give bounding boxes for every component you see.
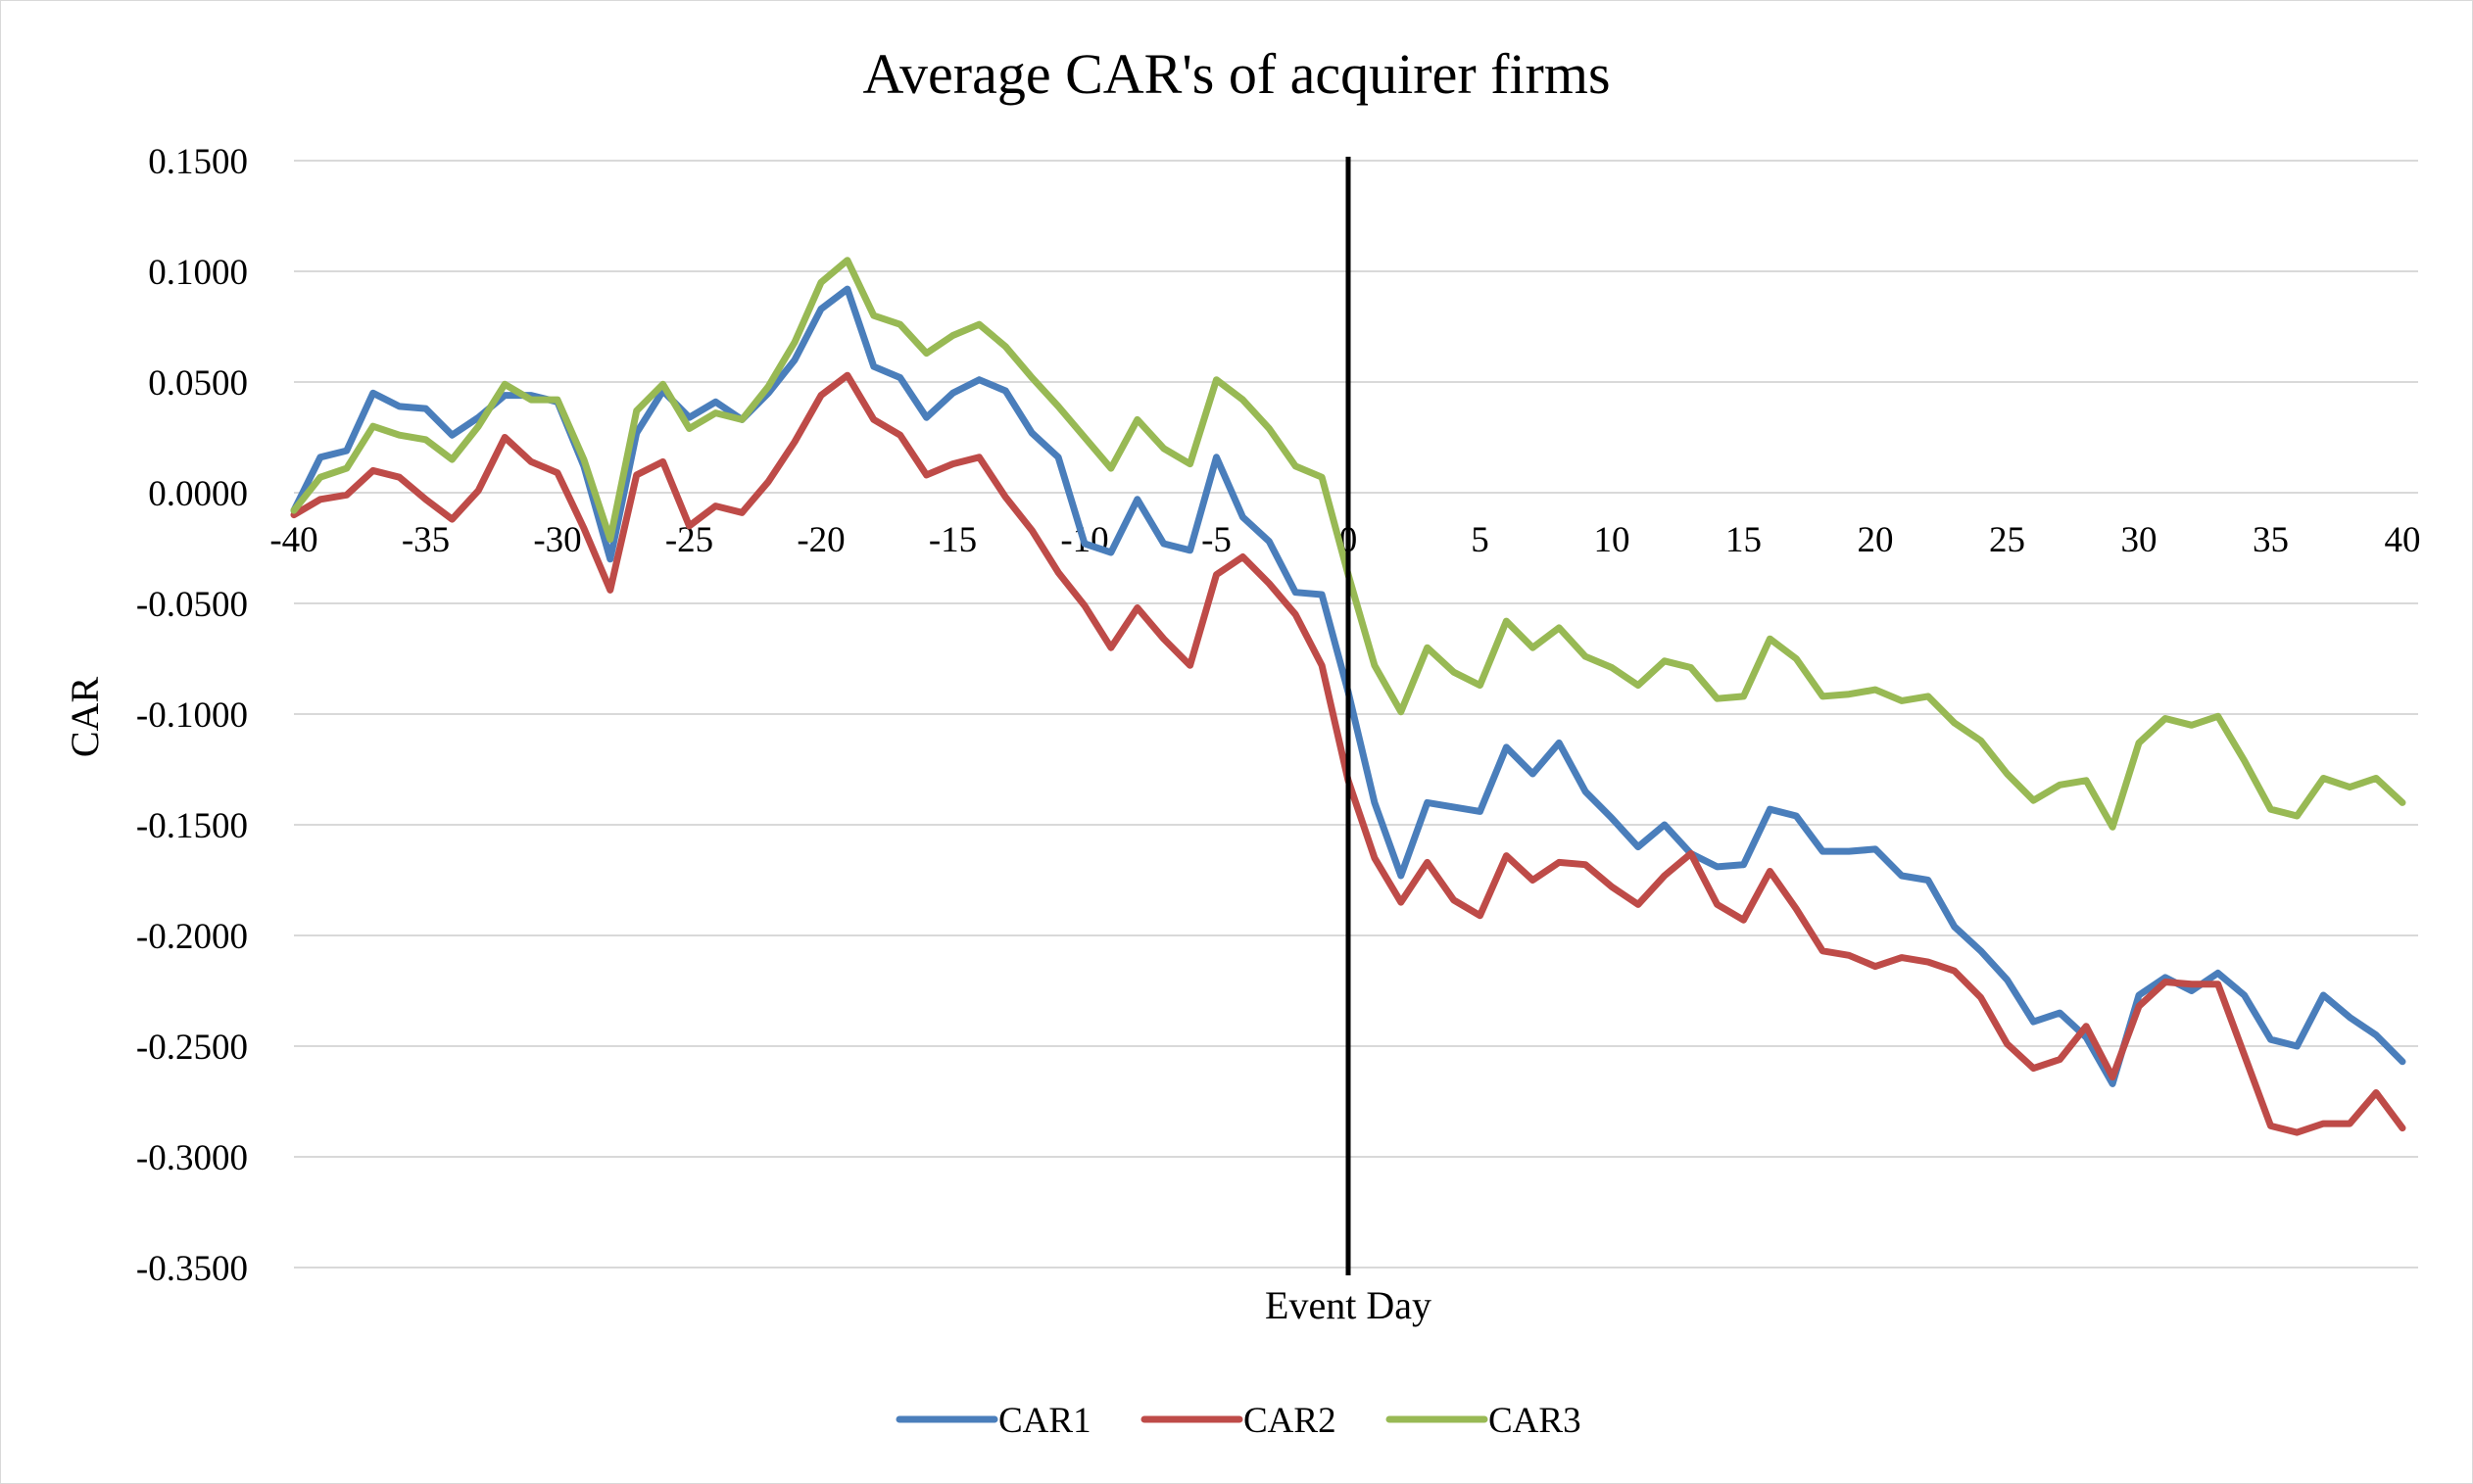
x-axis-title: Event Day [1265, 1283, 1431, 1327]
y-tick-label: -0.1000 [136, 695, 248, 736]
x-tick-label: 35 [2253, 520, 2289, 560]
x-tick-label: 40 [2385, 520, 2421, 560]
y-tick-label: -0.1500 [136, 806, 248, 846]
x-tick-label: -5 [1201, 520, 1232, 560]
legend: CAR1 CAR2 CAR3 [896, 1401, 1581, 1441]
y-tick-label: -0.3500 [136, 1249, 248, 1289]
y-axis-tick-labels: 0.1500 0.1000 0.0500 0.0000 -0.0500 -0.1000 -0… [136, 142, 248, 1289]
x-tick-label: -35 [402, 520, 450, 560]
x-tick-label: -40 [269, 520, 317, 560]
y-tick-label: 0.0500 [148, 363, 248, 404]
x-tick-label: 20 [1858, 520, 1894, 560]
legend-label: CAR2 [1243, 1401, 1336, 1441]
x-tick-label: -15 [929, 520, 977, 560]
legend-label: CAR1 [998, 1401, 1091, 1441]
x-tick-label: -30 [533, 520, 581, 560]
chart-title: Average CAR's of acquirer firms [862, 42, 1610, 106]
y-tick-label: 0.1500 [148, 142, 248, 182]
x-tick-label: 25 [1989, 520, 2025, 560]
x-tick-label: 15 [1725, 520, 1762, 560]
y-tick-label: -0.2000 [136, 917, 248, 957]
y-tick-label: 0.1000 [148, 253, 248, 293]
y-axis-title: CAR [63, 677, 107, 758]
legend-label: CAR3 [1488, 1401, 1581, 1441]
x-axis-tick-labels: -40-35-30-25-20-15-10-50510152025303540 [269, 520, 2420, 560]
x-tick-label: 10 [1594, 520, 1630, 560]
y-tick-label: -0.0500 [136, 585, 248, 625]
gridlines [294, 160, 2418, 1269]
x-tick-label: 30 [2121, 520, 2158, 560]
y-tick-label: -0.2500 [136, 1028, 248, 1068]
x-tick-label: -20 [797, 520, 845, 560]
x-tick-label: 5 [1471, 520, 1489, 560]
y-tick-label: -0.3000 [136, 1138, 248, 1178]
y-tick-label: 0.0000 [148, 474, 248, 514]
